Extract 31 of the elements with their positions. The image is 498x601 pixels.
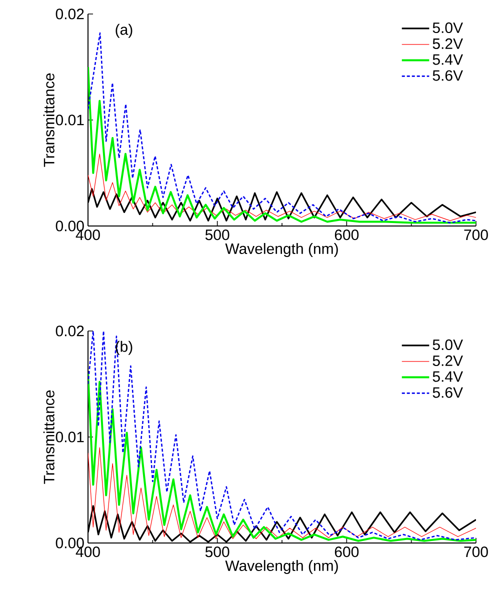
x-tick-label: 400	[76, 230, 100, 240]
y-tick-label: 0.01	[56, 432, 84, 442]
y-axis-title: Transmittance	[43, 73, 54, 167]
y-tick-label: 0.00	[56, 220, 84, 232]
legend-label: 5.4V	[432, 371, 463, 382]
x-tick-label: 500	[205, 230, 230, 240]
y-tick-label: 0.02	[56, 8, 84, 20]
x-tick-label: 600	[334, 546, 359, 558]
legend-label: 5.0V	[432, 22, 463, 34]
x-tick-label: 700	[464, 230, 488, 240]
legend-label: 5.6V	[432, 387, 463, 398]
annotation: (b)	[116, 340, 132, 355]
line-series	[88, 154, 476, 221]
annotation: (a)	[116, 24, 132, 38]
legend-label: 5.2V	[432, 355, 463, 366]
legend-label: 5.6V	[432, 70, 463, 81]
line-series	[88, 330, 476, 540]
y-tick-label: 0.00	[56, 538, 84, 548]
x-tick-label: 700	[464, 546, 488, 558]
y-tick-label: 0.02	[56, 326, 84, 336]
y-axis-title: Transmittance	[43, 390, 54, 484]
x-axis-title: Wavelength (nm)	[225, 560, 338, 574]
legend-label: 5.2V	[432, 38, 463, 50]
line-series	[88, 447, 476, 540]
y-tick-label: 0.01	[56, 114, 84, 126]
x-tick-label: 400	[76, 546, 100, 558]
legend-label: 5.4V	[432, 54, 463, 65]
x-tick-label: 600	[334, 230, 359, 240]
x-tick-label: 500	[205, 546, 230, 558]
x-axis-title: Wavelength (nm)	[225, 243, 338, 257]
legend-label: 5.0V	[432, 339, 463, 350]
